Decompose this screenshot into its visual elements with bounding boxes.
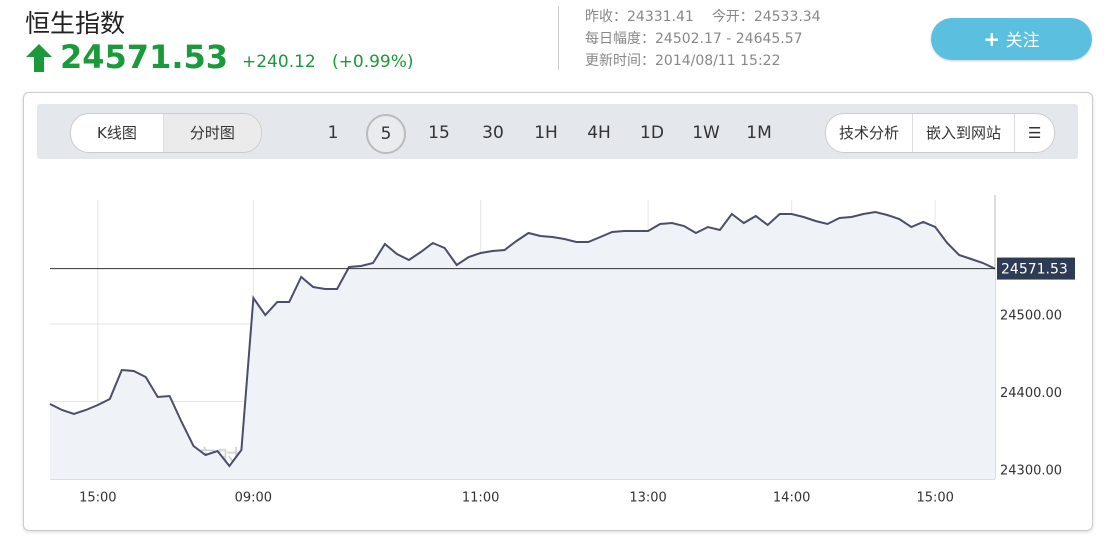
line <box>49 210 996 468</box>
stat-label: 更新时间： <box>585 53 655 69</box>
separator <box>558 6 559 70</box>
tool[interactable]: 技术分析 <box>839 124 900 142</box>
tabs: K线图 分时图 <box>70 113 262 153</box>
stat-label: 昨收： <box>585 9 627 25</box>
y-tick-label: 24500.00 <box>1000 309 1062 324</box>
x-tick-label: 11:00 <box>462 491 499 506</box>
price-label: 24571.53 <box>1001 262 1068 278</box>
x-tick-label: 14:00 <box>773 491 810 506</box>
y-tick-label: 24300.00 <box>1000 464 1062 479</box>
stat-value: 24502.17 - 24645.57 <box>655 31 803 47</box>
x-tick-label: 13:00 <box>629 491 666 506</box>
stat: 今开：24533.34 <box>712 9 821 25</box>
stat-value: 2014/08/11 15:22 <box>655 53 781 69</box>
area <box>50 212 995 479</box>
interval[interactable]: 1 <box>327 123 339 143</box>
stat-label: 每日幅度： <box>585 31 655 47</box>
interval[interactable]: 1H <box>534 123 558 143</box>
interval[interactable]: 1D <box>640 123 664 143</box>
stat: 每日幅度：24502.17 - 24645.57 <box>585 31 803 47</box>
change: +240.12 <box>242 52 316 72</box>
title: 恒生指数 <box>25 9 126 38</box>
interval[interactable]: 4H <box>587 123 611 143</box>
x-tick-label: 09:00 <box>235 491 272 506</box>
follow-label: 关注 <box>1005 31 1040 51</box>
x-tick-label: 15:00 <box>79 491 116 506</box>
tool[interactable]: 嵌入到网站 <box>912 114 1014 152</box>
stat: 昨收：24331.41 <box>585 9 694 25</box>
stat-value: 24533.34 <box>753 9 821 25</box>
tab[interactable]: 分时图 <box>162 114 261 152</box>
follow-button[interactable]: + 关注 <box>931 18 1092 60</box>
stats-row: 昨收：24331.41 今开：24533.34 <box>585 6 839 28</box>
stats: 昨收：24331.41 今开：24533.34 每日幅度：24502.17 - 24… <box>585 6 839 72</box>
interval[interactable]: 1W <box>692 123 720 143</box>
price-label-box <box>997 257 1075 280</box>
price: 24571.53 <box>60 38 229 76</box>
x-tick-label: 15:00 <box>916 491 953 506</box>
stats-row: 每日幅度：24502.17 - 24645.57 <box>585 28 839 50</box>
interval[interactable]: 15 <box>428 123 450 143</box>
stats-row: 更新时间：2014/08/11 15:22 <box>585 50 839 72</box>
tools: 技术分析 嵌入到网站 ☰ <box>825 113 1056 153</box>
stat: 更新时间：2014/08/11 15:22 <box>585 53 781 69</box>
stat-value: 24331.41 <box>627 9 694 25</box>
interval[interactable]: 30 <box>482 123 504 143</box>
menu-icon[interactable]: ☰ <box>1014 114 1054 152</box>
tab[interactable]: K线图 <box>97 124 137 142</box>
interval[interactable]: 1M <box>746 123 772 143</box>
chart-card <box>23 92 1093 531</box>
up-arrow <box>26 44 52 72</box>
y-tick-label: 24400.00 <box>1000 386 1062 401</box>
stat-label: 今开： <box>711 9 754 25</box>
change-pct: (+0.99%) <box>332 52 414 72</box>
interval[interactable]: 5 <box>366 114 406 154</box>
